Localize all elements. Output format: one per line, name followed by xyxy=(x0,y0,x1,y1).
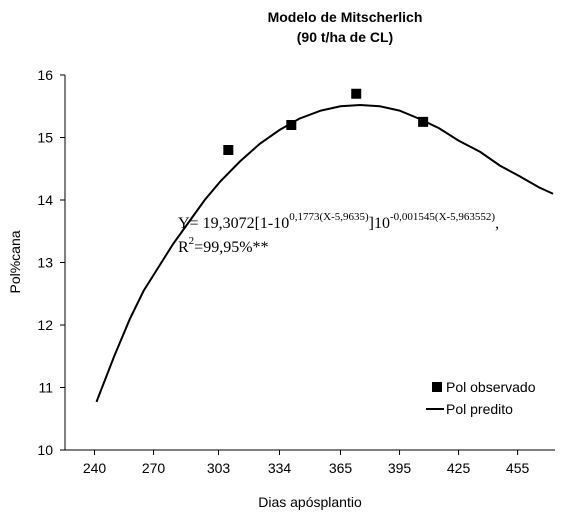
x-tick-label: 425 xyxy=(447,460,471,476)
x-tick-label: 455 xyxy=(506,460,530,476)
x-tick-label: 270 xyxy=(142,460,166,476)
r2-part: =99,95%** xyxy=(194,239,268,256)
y-tick-label: 10 xyxy=(37,442,53,458)
equation: Y= 19,3072[1-100,1773(X-5,9635)]10-0,001… xyxy=(178,211,499,232)
y-tick-label: 13 xyxy=(37,255,53,271)
eq-part: Y= 19,3072[1-10 xyxy=(178,215,289,232)
x-tick-label: 334 xyxy=(268,460,292,476)
r-squared: R2=99,95%** xyxy=(178,235,269,256)
chart-title: Modelo de Mitscherlich xyxy=(268,9,423,25)
eq-sup: 0,1773(X-5,9635) xyxy=(289,211,369,223)
eq-part: , xyxy=(495,215,499,232)
x-tick-label: 303 xyxy=(207,460,231,476)
x-tick-label: 365 xyxy=(329,460,353,476)
legend-marker xyxy=(432,382,442,392)
point xyxy=(286,120,297,130)
x-tick-label: 240 xyxy=(83,460,107,476)
y-tick-label: 16 xyxy=(37,67,53,83)
y-axis-label: Pol%cana xyxy=(7,230,23,293)
x-axis-label: Dias apósplantio xyxy=(258,494,362,510)
point xyxy=(223,145,234,155)
y-tick-label: 11 xyxy=(38,380,53,396)
y-tick-label: 12 xyxy=(37,317,53,333)
eq-part: ]10 xyxy=(369,215,390,232)
y-tick-label: 15 xyxy=(37,130,53,146)
chart-subtitle: (90 t/ha de CL) xyxy=(297,29,393,45)
x-tick-label: 395 xyxy=(388,460,412,476)
eq-sup: -0,001545(X-5,963552) xyxy=(390,211,495,223)
point xyxy=(351,88,362,99)
line xyxy=(95,103,554,403)
r2-part: R xyxy=(178,239,189,256)
point xyxy=(418,116,429,127)
legend-label: Pol predito xyxy=(446,401,513,417)
r2-sup: 2 xyxy=(189,235,195,247)
legend-label: Pol observado xyxy=(446,379,536,395)
y-tick-label: 14 xyxy=(37,192,53,208)
